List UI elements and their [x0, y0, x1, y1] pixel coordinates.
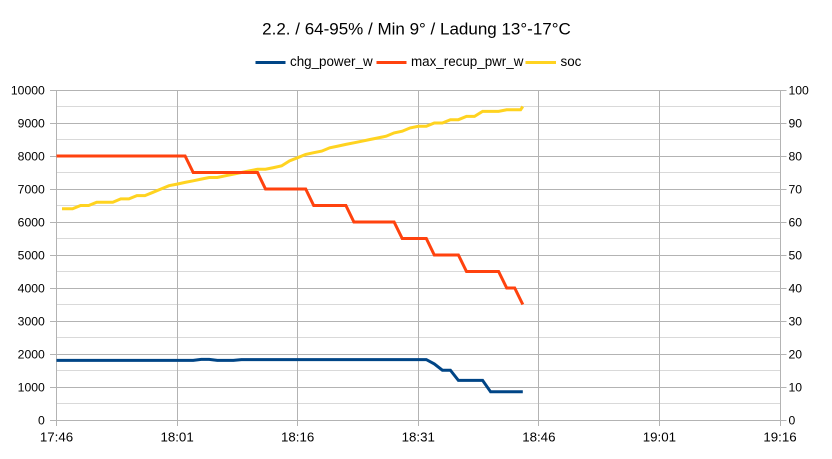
svg-text:soc: soc: [561, 54, 582, 69]
svg-text:5000: 5000: [18, 248, 45, 262]
svg-text:90: 90: [789, 116, 803, 130]
svg-text:17:46: 17:46: [40, 429, 73, 444]
svg-text:18:46: 18:46: [522, 429, 555, 444]
svg-text:0: 0: [38, 413, 45, 427]
svg-text:1000: 1000: [18, 380, 45, 394]
svg-text:60: 60: [789, 215, 803, 229]
svg-text:6000: 6000: [18, 215, 45, 229]
svg-text:2.2. / 64-95% / Min 9° / Ladun: 2.2. / 64-95% / Min 9° / Ladung 13°-17°C: [262, 20, 571, 39]
svg-text:19:16: 19:16: [763, 429, 796, 444]
svg-text:19:01: 19:01: [643, 429, 676, 444]
svg-text:8000: 8000: [18, 149, 45, 163]
svg-text:18:31: 18:31: [402, 429, 435, 444]
svg-text:10000: 10000: [11, 83, 45, 97]
svg-text:100: 100: [789, 83, 810, 97]
svg-text:0: 0: [789, 413, 796, 427]
svg-text:18:01: 18:01: [160, 429, 193, 444]
svg-text:3000: 3000: [18, 314, 45, 328]
svg-text:9000: 9000: [18, 116, 45, 130]
svg-text:50: 50: [789, 248, 803, 262]
svg-text:40: 40: [789, 281, 803, 295]
svg-text:30: 30: [789, 314, 803, 328]
svg-text:2000: 2000: [18, 347, 45, 361]
svg-text:max_recup_pwr_w: max_recup_pwr_w: [411, 54, 524, 69]
svg-text:4000: 4000: [18, 281, 45, 295]
svg-text:18:16: 18:16: [281, 429, 314, 444]
svg-text:80: 80: [789, 149, 803, 163]
svg-text:chg_power_w: chg_power_w: [290, 54, 373, 69]
svg-text:20: 20: [789, 347, 803, 361]
svg-text:7000: 7000: [18, 182, 45, 196]
svg-text:10: 10: [789, 380, 803, 394]
svg-text:70: 70: [789, 182, 803, 196]
